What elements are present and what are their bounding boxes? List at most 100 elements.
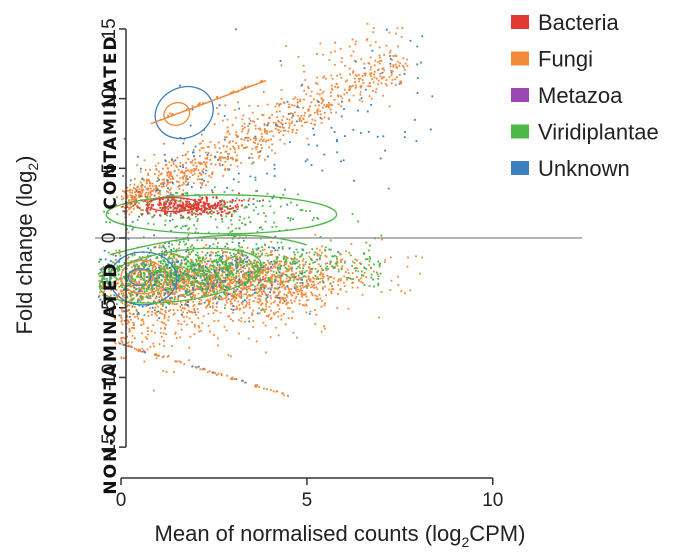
data-point-viridiplantae — [314, 275, 317, 277]
data-point-fungi — [213, 282, 216, 284]
data-point-viridiplantae — [230, 219, 232, 222]
data-point-viridiplantae — [214, 254, 217, 257]
data-point-fungi — [176, 156, 179, 159]
data-point-fungi — [129, 299, 132, 302]
data-point-fungi — [208, 303, 210, 306]
data-point-viridiplantae — [275, 258, 278, 261]
data-point-fungi — [318, 93, 321, 96]
data-point-fungi — [195, 165, 198, 168]
data-point-viridiplantae — [222, 281, 225, 284]
data-point-bacteria — [176, 207, 178, 210]
data-point-fungi — [147, 187, 150, 190]
data-point-fungi — [325, 255, 328, 258]
data-point-unknown — [208, 245, 211, 247]
data-point-fungi — [146, 182, 148, 185]
data-point-fungi — [142, 322, 145, 325]
data-point-viridiplantae — [166, 214, 168, 217]
data-point-fungi — [288, 103, 291, 106]
data-point-fungi — [214, 294, 217, 297]
data-point-fungi — [255, 340, 258, 343]
data-point-fungi — [131, 254, 134, 257]
data-point-viridiplantae — [137, 275, 140, 278]
data-point-fungi — [369, 56, 372, 59]
data-point-fungi — [201, 163, 203, 165]
data-point-fungi — [165, 333, 168, 336]
data-point-fungi — [123, 294, 125, 296]
data-point-fungi — [194, 172, 196, 175]
data-point-fungi — [185, 184, 188, 186]
data-point-viridiplantae — [216, 245, 219, 248]
data-point-fungi — [324, 262, 327, 265]
data-point-viridiplantae — [188, 274, 191, 277]
data-point-viridiplantae — [140, 209, 143, 211]
data-point-fungi — [120, 356, 123, 359]
data-point-fungi — [138, 266, 140, 269]
data-point-fungi — [307, 278, 310, 280]
data-point-viridiplantae — [232, 210, 235, 212]
data-point-fungi — [384, 83, 387, 85]
data-point-fungi — [307, 85, 310, 88]
data-point-bacteria — [167, 208, 170, 210]
data-point-fungi — [319, 113, 322, 116]
data-point-bacteria — [161, 207, 164, 210]
data-point-viridiplantae — [230, 278, 233, 281]
data-point-fungi — [257, 143, 259, 145]
data-point-viridiplantae — [232, 264, 234, 266]
data-point-viridiplantae — [162, 259, 165, 261]
data-point-fungi — [264, 159, 266, 161]
data-point-fungi — [185, 281, 187, 283]
data-point-viridiplantae — [196, 272, 199, 274]
data-point-fungi — [177, 265, 180, 268]
data-point-viridiplantae — [218, 254, 221, 257]
data-point-viridiplantae — [236, 264, 239, 266]
data-point-viridiplantae — [236, 281, 238, 283]
data-point-unknown — [301, 282, 304, 284]
data-point-unknown — [259, 287, 262, 289]
data-point-fungi — [152, 189, 154, 192]
data-point-fungi — [189, 335, 192, 338]
data-point-viridiplantae — [283, 256, 285, 259]
data-point-fungi — [339, 73, 341, 76]
data-point-fungi — [158, 196, 161, 198]
data-point-fungi — [182, 164, 184, 167]
data-point-viridiplantae — [319, 236, 322, 238]
data-point-fungi — [253, 273, 256, 276]
data-point-fungi — [346, 268, 349, 271]
data-point-viridiplantae — [208, 269, 210, 272]
data-point-fungi — [180, 278, 183, 281]
data-point-fungi — [129, 194, 132, 197]
data-point-fungi — [281, 296, 284, 299]
data-point-viridiplantae — [160, 246, 163, 249]
data-point-fungi — [219, 277, 222, 280]
data-point-viridiplantae — [145, 258, 147, 261]
data-point-fungi — [383, 53, 385, 56]
data-point-fungi — [153, 188, 155, 191]
data-point-bacteria — [163, 205, 166, 208]
data-point-fungi — [272, 121, 275, 124]
data-point-fungi — [273, 300, 276, 303]
data-point-viridiplantae — [324, 249, 326, 251]
data-point-fungi — [177, 323, 180, 325]
data-point-fungi — [275, 271, 278, 274]
data-point-fungi — [159, 327, 162, 330]
data-point-viridiplantae — [247, 275, 250, 277]
data-point-fungi — [304, 275, 307, 278]
data-point-viridiplantae — [143, 279, 145, 281]
data-point-viridiplantae — [248, 277, 250, 280]
data-point-viridiplantae — [261, 283, 264, 286]
data-point-viridiplantae — [166, 271, 168, 273]
data-point-unknown — [287, 113, 290, 115]
data-point-viridiplantae — [327, 268, 329, 270]
data-point-unknown — [174, 159, 177, 162]
data-point-bacteria — [230, 215, 233, 217]
data-point-viridiplantae — [208, 271, 211, 274]
data-point-viridiplantae — [267, 271, 269, 274]
data-point-viridiplantae — [133, 253, 136, 256]
data-point-fungi — [186, 269, 189, 272]
data-point-fungi — [368, 95, 371, 97]
data-point-fungi — [224, 292, 227, 294]
data-point-fungi — [263, 311, 266, 313]
data-point-fungi — [138, 191, 141, 194]
data-point-fungi — [235, 253, 237, 256]
data-point-fungi — [378, 62, 381, 65]
